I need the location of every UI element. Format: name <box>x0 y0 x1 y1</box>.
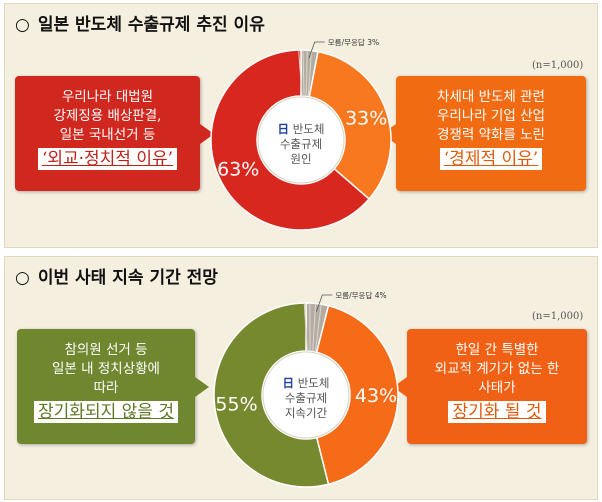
hatch-line <box>305 50 308 97</box>
other-label: 모름/무응답 4% <box>335 290 386 300</box>
section-heading: ○ 일본 반도체 수출규제 추진 이유 <box>15 15 265 35</box>
donut-hole <box>257 96 345 184</box>
right-outlook-bubble: 한일 간 특별한 외교적 계기가 없는 한 사태가 장기화 될 것 <box>393 329 587 444</box>
donut-chart-duration: 55% 43% 모름/무응답 4% <box>213 290 399 488</box>
other-label: 모름/무응답 3% <box>328 37 379 47</box>
section-heading: ○ 이번 사태 지속 기간 전망 <box>15 268 218 288</box>
percent-label: 33% <box>345 107 387 129</box>
left-highlight: 장기화되지 않을 것 <box>34 401 178 423</box>
donut-slice-1 <box>308 50 392 200</box>
donut-hole <box>262 351 350 439</box>
hatch-line <box>303 302 308 352</box>
hatch-line <box>302 50 305 97</box>
bubble-tail <box>195 377 209 397</box>
callout-line <box>315 294 333 312</box>
donut-center-label: 日 반도체 수출규제 원인 <box>277 122 325 166</box>
donut-chart-reason: 63% 33% 모름/무응답 3% <box>210 37 392 231</box>
hatch-line <box>314 304 322 353</box>
donut-slice-0 <box>213 302 330 488</box>
percent-label: 43% <box>355 385 397 407</box>
donut-slice-0 <box>210 49 371 231</box>
right-reason-bubble: 차세대 반도체 관련 우리나라 기업 산업 경쟁력 약화를 노린 ‘경제적 이유… <box>382 76 586 191</box>
percent-label: 55% <box>215 394 257 416</box>
hatch-line <box>307 50 312 97</box>
duration-panel: ○ 이번 사태 지속 기간 전망 (n=1,000) 참의원 선거 등 일본 내 … <box>4 256 598 500</box>
sample-size: (n=1,000) <box>532 60 584 71</box>
donut-center-label: 日 반도체 수출규제 지속기간 <box>282 376 330 420</box>
bullet-circle-icon: ○ <box>15 268 30 288</box>
percent-label: 63% <box>217 159 259 181</box>
reason-panel: ○ 일본 반도체 수출규제 추진 이유 (n=1,000) 우리나라 대법원 강제… <box>4 3 598 248</box>
right-highlight: ‘경제적 이유’ <box>439 148 543 170</box>
sample-size: (n=1,000) <box>532 311 584 322</box>
callout-line <box>308 41 325 59</box>
hatch-line <box>312 303 317 352</box>
left-highlight: ‘외교·정치적 이유’ <box>37 148 178 170</box>
left-reason-bubble: 우리나라 대법원 강제징용 배상판결, 일본 국내선거 등 ‘외교·정치적 이유… <box>15 76 214 191</box>
left-outlook-bubble: 참의원 선거 등 일본 내 정치상황에 따라 장기화되지 않을 것 <box>17 329 209 444</box>
right-highlight: 장기화 될 것 <box>448 401 546 423</box>
bullet-circle-icon: ○ <box>15 15 30 35</box>
hatch-line <box>298 49 303 97</box>
donut-slice-1 <box>315 304 399 486</box>
